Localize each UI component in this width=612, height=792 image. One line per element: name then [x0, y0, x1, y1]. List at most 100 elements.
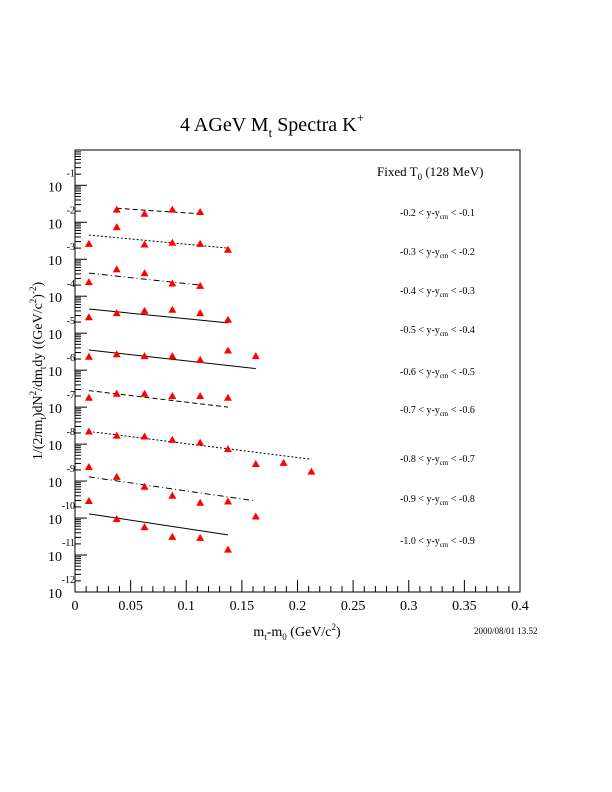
data-point-series-5 [140, 352, 149, 360]
fit-line-9 [88, 513, 229, 536]
axis-ticks [74, 149, 521, 593]
y-tick-label: 10 -9 [48, 464, 75, 491]
y-tick-base: 10 [48, 291, 62, 306]
series-label-5: -0.6 < y-ycm < -0.5 [400, 367, 475, 380]
data-point-series-7 [168, 435, 177, 443]
data-point-series-1 [196, 207, 205, 215]
data-point-series-5 [168, 352, 177, 360]
y-tick-exponent: -10 [62, 501, 75, 512]
data-point-series-7 [84, 427, 93, 435]
y-tick-base: 10 [48, 365, 62, 380]
data-point-series-4 [112, 309, 121, 317]
x-axis-label: mt-m0 (GeV/c2) [253, 622, 341, 642]
y-tick-exponent: -9 [67, 464, 75, 475]
y-tick-base: 10 [48, 550, 62, 565]
fit-line-2 [88, 234, 229, 249]
series-label-4: -0.5 < y-ycm < -0.4 [400, 325, 475, 338]
y-tick-base: 10 [48, 476, 62, 491]
y-tick-exponent: -5 [67, 316, 75, 327]
data-point-series-5 [84, 352, 93, 360]
y-tick-label: 10-12 [48, 575, 75, 602]
data-point-series-2 [168, 238, 177, 246]
y-tick-exponent: -1 [67, 168, 75, 179]
data-point-series-9 [84, 496, 93, 504]
series-labels: -0.2 < y-ycm < -0.1 -0.3 < y-ycm < -0.2 -0… [400, 208, 475, 549]
fit-line-8 [88, 476, 256, 502]
x-tick-label: 0.15 [230, 599, 255, 614]
data-point-series-8 [168, 491, 177, 499]
data-point-series-4 [168, 305, 177, 313]
y-tick-base: 10 [48, 217, 62, 232]
x-tick-label: 0 [72, 599, 79, 614]
data-point-series-5 [112, 350, 121, 358]
data-point-series-9 [112, 515, 121, 523]
series-label-6: -0.7 < y-ycm < -0.6 [400, 405, 475, 418]
data-point-series-1 [168, 205, 177, 213]
series-label-7: -0.8 < y-ycm < -0.7 [400, 454, 475, 467]
data-point-series-2 [84, 239, 93, 247]
y-tick-exponent: -8 [67, 427, 75, 438]
y-tick-exponent: -4 [67, 279, 75, 290]
y-tick-label: 10 -7 [48, 390, 75, 417]
y-tick-label: 10 -6 [48, 353, 75, 380]
fit-line-1 [116, 207, 201, 215]
x-tick-labels: 0 0.05 0.1 0.15 0.2 0.25 0.3 0.35 0.4 [72, 599, 529, 614]
data-points [84, 205, 316, 553]
y-tick-base: 10 [48, 587, 62, 602]
data-point-series-6 [196, 391, 205, 399]
data-point-series-8 [140, 482, 149, 490]
data-point-series-7 [112, 431, 121, 439]
data-point-series-5 [223, 346, 232, 354]
data-point-series-9 [223, 545, 232, 553]
x-tick-label: 0.3 [400, 599, 418, 614]
fit-lines [88, 207, 312, 536]
fixed-t0-annotation: Fixed T0 (128 MeV) [377, 164, 483, 182]
data-point-series-7 [223, 445, 232, 453]
data-point-series-1 [112, 205, 121, 213]
y-tick-base: 10 [48, 180, 62, 195]
data-point-series-8 [196, 498, 205, 506]
data-point-series-4 [223, 315, 232, 323]
data-point-series-8 [84, 463, 93, 471]
data-point-series-7 [307, 467, 316, 475]
data-point-series-6 [140, 389, 149, 397]
data-point-series-2 [112, 223, 121, 231]
y-tick-exponent: -6 [67, 353, 75, 364]
data-point-series-9 [196, 533, 205, 541]
y-tick-label: 10 -8 [48, 427, 75, 454]
x-tick-label: 0.05 [118, 599, 143, 614]
series-label-3: -0.4 < y-ycm < -0.3 [400, 286, 475, 299]
data-point-series-3 [140, 269, 149, 277]
fit-line-4 [88, 308, 229, 324]
data-point-series-3 [168, 279, 177, 287]
y-tick-labels: 10-110-210-310-410-510-610-710-810-910-1… [48, 168, 75, 602]
chart-title: 4 AGeV Mt Spectra K+ [180, 110, 364, 140]
y-tick-label: 10-11 [48, 538, 75, 565]
fit-line-3 [88, 272, 201, 286]
data-point-series-7 [251, 459, 260, 467]
data-point-series-7 [140, 432, 149, 440]
y-tick-base: 10 [48, 328, 62, 343]
y-tick-label: 10 -1 [48, 168, 75, 195]
y-tick-base: 10 [48, 513, 62, 528]
x-tick-label: 0.1 [178, 599, 196, 614]
y-tick-label: 10-10 [48, 501, 75, 528]
series-label-9: -1.0 < y-ycm < -0.9 [400, 536, 475, 549]
series-label-1: -0.2 < y-ycm < -0.1 [400, 208, 475, 221]
y-tick-base: 10 [48, 254, 62, 269]
timestamp: 2000/08/01 13.52 [474, 626, 538, 636]
data-point-series-2 [196, 239, 205, 247]
x-tick-label: 0.4 [511, 599, 529, 614]
data-point-series-9 [140, 523, 149, 531]
data-point-series-2 [223, 245, 232, 253]
data-point-series-1 [140, 209, 149, 217]
y-tick-label: 10 -5 [48, 316, 75, 343]
y-tick-exponent: -11 [62, 538, 75, 549]
y-tick-exponent: -3 [67, 242, 75, 253]
data-point-series-3 [196, 281, 205, 289]
y-tick-base: 10 [48, 439, 62, 454]
y-tick-label: 10 -4 [48, 279, 75, 306]
data-point-series-8 [251, 512, 260, 520]
y-tick-exponent: -7 [67, 390, 75, 401]
